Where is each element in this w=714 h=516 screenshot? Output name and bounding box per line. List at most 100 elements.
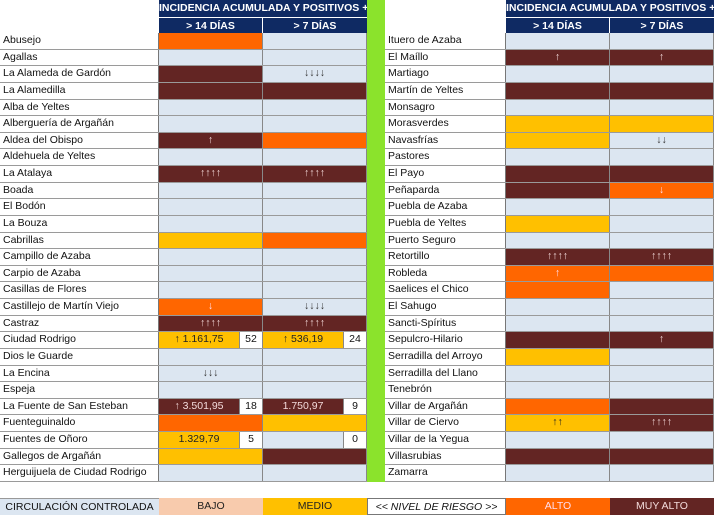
incidence-value — [263, 232, 366, 249]
cell-7-days — [610, 398, 714, 415]
incidence-value — [610, 149, 713, 165]
municipality-name: Abusejo — [0, 33, 159, 49]
incidence-value — [506, 465, 609, 481]
cell-7-days — [263, 249, 367, 265]
incidence-value: ↓↓↓↓ — [263, 299, 366, 315]
municipality-name: Castraz — [0, 315, 159, 332]
incidence-value — [159, 149, 262, 165]
left-table: Abusejo Agallas La Alameda de Gardón ↓↓↓↓ La… — [0, 33, 367, 482]
cell-7-days — [610, 166, 714, 182]
cell-14-days — [506, 149, 610, 165]
municipality-name: Puebla de Yeltes — [385, 215, 506, 232]
incidence-value: ↑↑↑↑ — [263, 315, 366, 332]
incidence-value — [610, 215, 713, 232]
incidence-value — [159, 33, 262, 49]
table-row: Morasverdes — [385, 116, 714, 133]
municipality-name: Morasverdes — [385, 116, 506, 132]
incidence-value — [506, 182, 609, 199]
cell-14-days — [506, 448, 610, 465]
header-col-7-days-right: > 7 DÍAS — [610, 17, 714, 34]
incidence-value: ↑↑↑↑ — [610, 415, 713, 431]
cell-14-days: ↑ — [159, 132, 263, 149]
incidence-value — [610, 232, 713, 249]
incidence-value — [263, 465, 366, 481]
cell-14-days: ↑ — [506, 265, 610, 282]
table-row: Peñaparda ↓ — [385, 182, 714, 200]
municipality-name: Villar de Ciervo — [385, 415, 506, 431]
incidence-value — [159, 348, 262, 365]
incidence-value — [506, 132, 609, 149]
incidence-value — [506, 365, 609, 382]
cell-7-days — [610, 432, 714, 448]
table-row: Ituero de Azaba — [385, 33, 714, 50]
cell-14-days — [506, 432, 610, 448]
incidence-value — [159, 116, 262, 132]
cell-14-days — [506, 82, 610, 99]
incidence-value — [610, 33, 713, 49]
table-row: Martín de Yeltes — [385, 82, 714, 100]
cell-14-days — [506, 33, 610, 49]
municipality-name: Herguijuela de Ciudad Rodrigo — [0, 465, 159, 481]
incidence-value — [610, 166, 713, 182]
table-row: La Alamedilla — [0, 82, 367, 100]
cell-7-days — [610, 465, 714, 481]
incidence-value — [263, 282, 366, 298]
cell-7-days: 0 — [263, 432, 367, 448]
incidence-value — [159, 232, 262, 249]
incidence-value — [263, 199, 366, 215]
incidence-value — [263, 82, 366, 99]
cell-14-days — [506, 299, 610, 315]
table-row: Serradilla del Arroyo — [385, 348, 714, 366]
cell-14-days — [159, 116, 263, 132]
incidence-value: ↑↑ — [506, 415, 609, 431]
table-row: Sancti-Spíritus — [385, 315, 714, 333]
municipality-name: El Payo — [385, 166, 506, 182]
incidence-value: ↑ — [610, 49, 713, 66]
positives-count: 18 — [239, 398, 262, 415]
cell-7-days — [263, 99, 367, 116]
incidence-value — [610, 116, 713, 132]
incidence-value — [610, 66, 713, 82]
cell-7-days — [610, 82, 714, 99]
table-row: Villar de Argañán — [385, 398, 714, 416]
cell-7-days — [263, 415, 367, 431]
table-row: Puerto Seguro — [385, 232, 714, 250]
cell-7-days — [610, 215, 714, 232]
table-row: Aldea del Obispo ↑ — [0, 132, 367, 150]
column-divider — [367, 0, 385, 482]
incidence-value — [506, 149, 609, 165]
cell-14-days — [159, 182, 263, 199]
incidence-value — [159, 282, 262, 298]
cell-14-days — [159, 232, 263, 249]
right-table: Ituero de Azaba El Maíllo ↑ ↑ Martiago Martín… — [385, 33, 714, 482]
table-row: Castillejo de Martín Viejo ↓ ↓↓↓↓ — [0, 299, 367, 316]
cell-14-days: ↑↑ — [506, 415, 610, 431]
table-row: La Bouza — [0, 215, 367, 233]
cell-7-days — [610, 66, 714, 82]
incidence-value — [263, 348, 366, 365]
municipality-name: Retortillo — [385, 249, 506, 265]
cell-14-days — [159, 348, 263, 365]
municipality-name: Villasrubias — [385, 448, 506, 465]
cell-14-days — [506, 66, 610, 82]
table-row: Martiago — [385, 66, 714, 83]
incidence-value — [263, 149, 366, 165]
cell-7-days: ↑↑↑↑ — [263, 315, 367, 332]
incidence-value — [506, 33, 609, 49]
incidence-value — [263, 182, 366, 199]
cell-7-days: ↑↑↑↑ — [610, 249, 714, 265]
header-col-14-days-right: > 14 DÍAS — [506, 17, 609, 34]
municipality-name: El Maíllo — [385, 49, 506, 66]
table-row: Puebla de Azaba — [385, 199, 714, 216]
municipality-name: Sepulcro-Hilario — [385, 332, 506, 348]
municipality-name: Boada — [0, 182, 159, 199]
table-row: Gallegos de Argañán — [0, 448, 367, 466]
table-row: Saelices el Chico — [385, 282, 714, 299]
incidence-value: ↑↑↑↑ — [159, 166, 262, 182]
municipality-name: Castillejo de Martín Viejo — [0, 299, 159, 315]
incidence-value — [610, 315, 713, 332]
table-row: Villasrubias — [385, 448, 714, 466]
incidence-value: 1.329,79 — [159, 432, 239, 448]
table-row: El Maíllo ↑ ↑ — [385, 49, 714, 67]
incidence-value — [506, 348, 609, 365]
